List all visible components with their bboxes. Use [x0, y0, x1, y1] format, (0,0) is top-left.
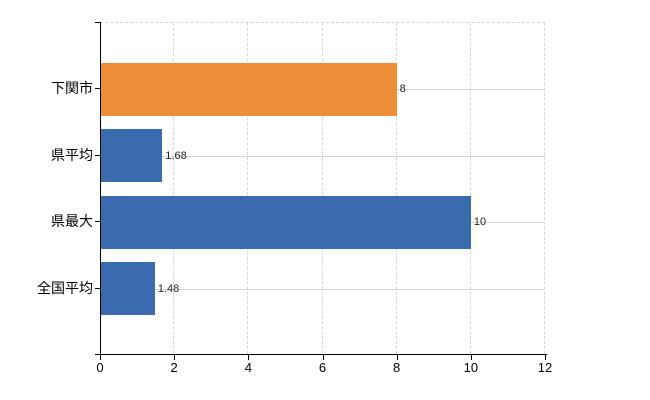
x-axis-tick-label: 10 — [463, 360, 479, 375]
x-axis-tick — [545, 355, 546, 360]
x-axis-tick-label: 8 — [393, 360, 401, 375]
bar-value-label: 8 — [399, 83, 406, 96]
x-axis-tick-label: 6 — [318, 360, 327, 375]
x-axis-tick-label: 12 — [537, 360, 553, 375]
vertical-gridline — [544, 23, 545, 354]
vertical-gridline — [395, 23, 397, 354]
x-axis-tick — [100, 355, 101, 360]
x-axis-line — [95, 354, 547, 355]
bar-value-label: 1.68 — [165, 149, 187, 162]
vertical-gridline — [247, 23, 249, 354]
bar — [101, 195, 471, 249]
bar — [101, 262, 155, 316]
y-axis-end-tick — [95, 22, 100, 23]
category-label: 全国平均 — [37, 279, 93, 296]
plot-area: 8 1.68 10 1.48 — [100, 22, 545, 354]
bar — [101, 62, 397, 116]
y-axis-tick — [95, 88, 100, 90]
y-axis-tick — [95, 221, 100, 223]
x-axis-tick-label: 0 — [96, 360, 104, 375]
category-label: 県最大 — [51, 213, 93, 230]
x-axis-tick-label: 2 — [170, 360, 178, 375]
x-axis-tick — [248, 355, 250, 360]
category-label: 下関市 — [51, 80, 93, 97]
horizontal-gridline — [100, 288, 545, 290]
y-axis-end-tick — [95, 354, 100, 355]
bar-value-label: 10 — [473, 216, 487, 229]
x-axis-tick — [470, 355, 472, 360]
vertical-gridline — [173, 23, 175, 354]
y-axis-tick — [95, 154, 100, 156]
horizontal-gridline — [100, 155, 545, 157]
bar — [101, 129, 163, 183]
category-label: 県平均 — [51, 146, 93, 163]
x-axis-tick — [322, 355, 324, 360]
x-axis-tick-label: 4 — [244, 360, 252, 375]
bar-value-label: 1.48 — [157, 282, 180, 295]
x-axis-tick — [174, 355, 176, 360]
vertical-gridline — [469, 23, 471, 354]
vertical-gridline — [321, 23, 323, 354]
y-axis-tick — [95, 287, 100, 289]
y-axis-line — [100, 22, 101, 354]
x-axis-tick — [396, 355, 398, 360]
